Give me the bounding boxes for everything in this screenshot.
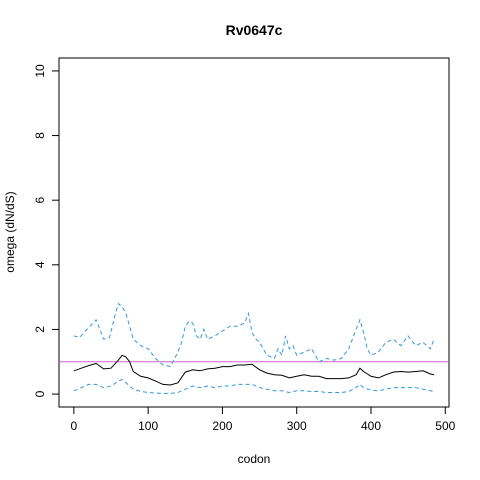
x-tick-label: 500	[435, 419, 455, 433]
x-tick-label: 300	[287, 419, 307, 433]
series-layer	[73, 302, 435, 394]
plot-frame	[58, 57, 450, 408]
x-axis-label: codon	[238, 452, 271, 466]
y-tick-label: 2	[33, 326, 47, 333]
series-line-lower	[73, 378, 435, 394]
x-axis: 0 100 200 300 400 500	[71, 406, 456, 433]
x-tick-label: 100	[138, 419, 158, 433]
y-axis: 0 2 4 6 8 10	[33, 64, 60, 397]
y-tick-label: 6	[33, 197, 47, 204]
x-tick-label: 200	[212, 419, 232, 433]
x-tick-label: 0	[71, 419, 78, 433]
y-tick-label: 10	[33, 64, 47, 78]
series-line-estimate	[73, 354, 435, 386]
y-tick-label: 4	[33, 261, 47, 268]
y-axis-label: omega (dN/dS)	[3, 191, 17, 272]
series-line-upper	[73, 302, 435, 368]
x-tick-label: 400	[361, 419, 381, 433]
y-tick-label: 8	[33, 132, 47, 139]
y-tick-label: 0	[33, 390, 47, 397]
chart-title: Rv0647c	[226, 22, 283, 38]
